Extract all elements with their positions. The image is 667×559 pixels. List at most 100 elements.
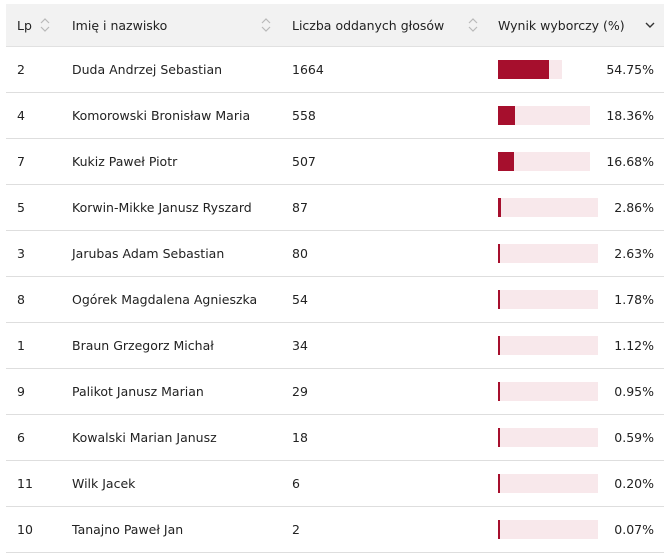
row-votes: 6 bbox=[292, 476, 300, 491]
row-lp: 4 bbox=[17, 108, 25, 123]
row-percentage: 18.36% bbox=[606, 108, 654, 123]
result-bar bbox=[498, 323, 598, 368]
row-lp: 6 bbox=[17, 430, 25, 445]
row-candidate-name: Komorowski Bronisław Maria bbox=[72, 108, 251, 123]
results-table: Lp Imię i nazwisko Liczba oddanych głosó… bbox=[6, 4, 664, 553]
result-bar-track bbox=[498, 244, 598, 263]
result-bar-fill bbox=[498, 474, 500, 493]
result-bar-fill bbox=[498, 152, 514, 171]
result-bar bbox=[498, 93, 598, 138]
result-bar bbox=[498, 231, 598, 276]
row-lp: 3 bbox=[17, 246, 25, 261]
result-bar bbox=[498, 415, 598, 460]
table-row: 2 Duda Andrzej Sebastian 1664 54.75% bbox=[6, 47, 664, 93]
table-row: 1 Braun Grzegorz Michał 34 1.12% bbox=[6, 323, 664, 369]
row-percentage: 2.86% bbox=[614, 200, 654, 215]
table-row: 11 Wilk Jacek 6 0.20% bbox=[6, 461, 664, 507]
row-candidate-name: Duda Andrzej Sebastian bbox=[72, 62, 223, 77]
table-row: 3 Jarubas Adam Sebastian 80 2.63% bbox=[6, 231, 664, 277]
row-lp: 9 bbox=[17, 384, 25, 399]
result-bar-track bbox=[498, 60, 562, 79]
result-bar-fill bbox=[498, 106, 516, 125]
result-bar-fill bbox=[498, 520, 500, 539]
result-bar-track bbox=[498, 520, 598, 539]
table-row: 9 Palikot Janusz Marian 29 0.95% bbox=[6, 369, 664, 415]
row-lp: 11 bbox=[17, 476, 33, 491]
row-percentage: 0.20% bbox=[614, 476, 654, 491]
row-percentage: 2.63% bbox=[614, 246, 654, 261]
result-bar bbox=[498, 507, 598, 552]
row-candidate-name: Palikot Janusz Marian bbox=[72, 384, 204, 399]
result-bar bbox=[498, 369, 598, 414]
result-bar-track bbox=[498, 106, 590, 125]
row-votes: 18 bbox=[292, 430, 308, 445]
column-header-lp[interactable]: Lp bbox=[17, 4, 32, 46]
result-bar-fill bbox=[498, 198, 501, 217]
result-bar-track bbox=[498, 290, 598, 309]
row-percentage: 0.59% bbox=[614, 430, 654, 445]
result-bar-fill bbox=[498, 382, 500, 401]
row-percentage: 0.07% bbox=[614, 522, 654, 537]
column-header-name[interactable]: Imię i nazwisko bbox=[72, 4, 167, 46]
column-header-votes-label: Liczba oddanych głosów bbox=[292, 17, 445, 33]
column-header-result[interactable]: Wynik wyborczy (%) bbox=[498, 4, 625, 46]
column-header-result-label: Wynik wyborczy (%) bbox=[498, 17, 625, 33]
row-votes: 2 bbox=[292, 522, 300, 537]
table-body: 2 Duda Andrzej Sebastian 1664 54.75% 4 Komoro… bbox=[6, 47, 664, 553]
row-candidate-name: Jarubas Adam Sebastian bbox=[72, 246, 225, 261]
row-candidate-name: Ogórek Magdalena Agnieszka bbox=[72, 292, 258, 307]
row-votes: 34 bbox=[292, 338, 308, 353]
column-header-lp-label: Lp bbox=[17, 17, 32, 33]
table-row: 4 Komorowski Bronisław Maria 558 18.36% bbox=[6, 93, 664, 139]
column-header-name-label: Imię i nazwisko bbox=[72, 17, 168, 33]
row-percentage: 16.68% bbox=[606, 154, 654, 169]
sort-icon[interactable] bbox=[260, 17, 272, 33]
table-row: 5 Korwin-Mikke Janusz Ryszard 87 2.86% bbox=[6, 185, 664, 231]
result-bar-track bbox=[498, 428, 598, 447]
result-bar-fill bbox=[498, 336, 500, 355]
result-bar bbox=[498, 185, 598, 230]
result-bar-fill bbox=[498, 244, 501, 263]
table-row: 6 Kowalski Marian Janusz 18 0.59% bbox=[6, 415, 664, 461]
row-lp: 10 bbox=[17, 522, 33, 537]
row-votes: 1664 bbox=[292, 62, 324, 77]
result-bar-fill bbox=[498, 60, 549, 79]
result-bar bbox=[498, 47, 598, 92]
row-candidate-name: Kukiz Paweł Piotr bbox=[72, 154, 178, 169]
row-lp: 5 bbox=[17, 200, 25, 215]
sort-icon[interactable] bbox=[467, 17, 479, 33]
result-bar bbox=[498, 461, 598, 506]
column-header-votes[interactable]: Liczba oddanych głosów bbox=[292, 4, 444, 46]
sort-icon[interactable] bbox=[39, 17, 51, 33]
row-percentage: 1.78% bbox=[614, 292, 654, 307]
row-percentage: 54.75% bbox=[606, 62, 654, 77]
row-lp: 8 bbox=[17, 292, 25, 307]
row-lp: 1 bbox=[17, 338, 25, 353]
table-row: 7 Kukiz Paweł Piotr 507 16.68% bbox=[6, 139, 664, 185]
result-bar-track bbox=[498, 474, 598, 493]
table-header: Lp Imię i nazwisko Liczba oddanych głosó… bbox=[6, 4, 664, 47]
result-bar-track bbox=[498, 382, 598, 401]
row-candidate-name: Wilk Jacek bbox=[72, 476, 136, 491]
result-bar bbox=[498, 139, 598, 184]
row-candidate-name: Korwin-Mikke Janusz Ryszard bbox=[72, 200, 252, 215]
table-row: 10 Tanajno Paweł Jan 2 0.07% bbox=[6, 507, 664, 553]
row-candidate-name: Braun Grzegorz Michał bbox=[72, 338, 214, 353]
result-bar-track bbox=[498, 336, 598, 355]
result-bar-fill bbox=[498, 290, 500, 309]
result-bar-fill bbox=[498, 428, 500, 447]
row-votes: 507 bbox=[292, 154, 316, 169]
row-votes: 80 bbox=[292, 246, 308, 261]
row-percentage: 0.95% bbox=[614, 384, 654, 399]
row-votes: 54 bbox=[292, 292, 308, 307]
result-bar bbox=[498, 277, 598, 322]
row-lp: 2 bbox=[17, 62, 25, 77]
result-bar-track bbox=[498, 198, 598, 217]
row-candidate-name: Tanajno Paweł Jan bbox=[72, 522, 184, 537]
chevron-down-icon[interactable] bbox=[644, 19, 656, 31]
table-row: 8 Ogórek Magdalena Agnieszka 54 1.78% bbox=[6, 277, 664, 323]
row-votes: 29 bbox=[292, 384, 308, 399]
row-candidate-name: Kowalski Marian Janusz bbox=[72, 430, 217, 445]
row-votes: 558 bbox=[292, 108, 316, 123]
row-percentage: 1.12% bbox=[614, 338, 654, 353]
